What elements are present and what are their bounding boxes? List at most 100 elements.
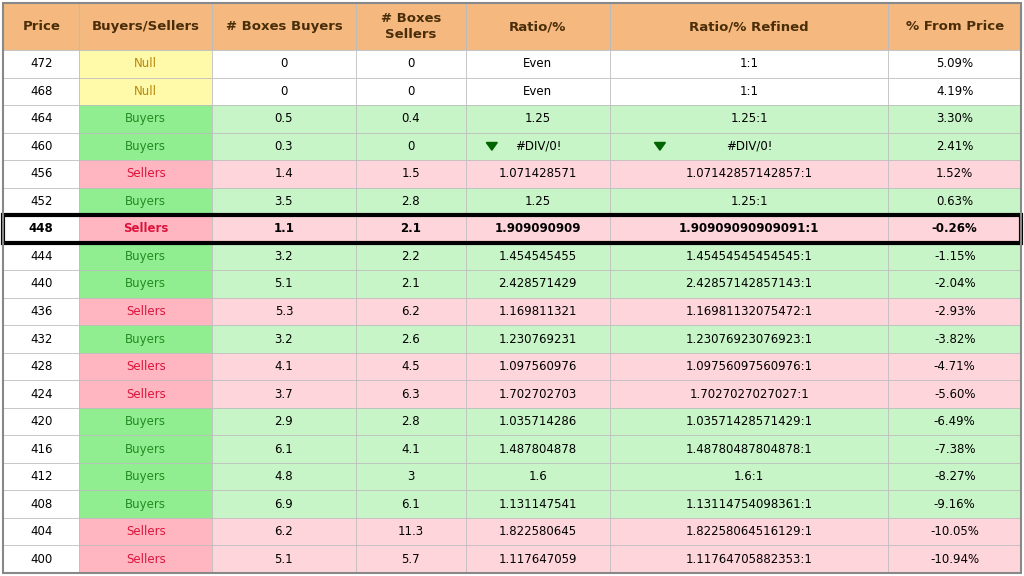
- Bar: [355, 160, 466, 188]
- Bar: [212, 215, 355, 242]
- Bar: [609, 270, 889, 298]
- Bar: [80, 298, 212, 325]
- Text: 1.702702703: 1.702702703: [499, 388, 577, 400]
- Bar: [609, 3, 889, 50]
- Text: 1.16981132075472:1: 1.16981132075472:1: [685, 305, 813, 318]
- Text: 6.3: 6.3: [401, 388, 420, 400]
- Bar: [3, 518, 80, 545]
- Bar: [3, 215, 80, 242]
- Bar: [355, 3, 466, 50]
- Bar: [355, 50, 466, 78]
- Bar: [466, 353, 609, 380]
- Bar: [3, 490, 80, 518]
- Text: 1.487804878: 1.487804878: [499, 442, 577, 456]
- Text: 1.13114754098361:1: 1.13114754098361:1: [685, 498, 813, 511]
- Text: #DIV/0!: #DIV/0!: [726, 140, 772, 153]
- Text: 1.131147541: 1.131147541: [499, 498, 578, 511]
- Bar: [3, 160, 80, 188]
- Text: 2.2: 2.2: [401, 250, 420, 263]
- Bar: [889, 545, 1021, 573]
- Bar: [889, 78, 1021, 105]
- Bar: [3, 380, 80, 408]
- Bar: [466, 380, 609, 408]
- Text: -9.16%: -9.16%: [934, 498, 976, 511]
- Bar: [889, 188, 1021, 215]
- Text: 1.03571428571429:1: 1.03571428571429:1: [685, 415, 813, 428]
- Text: % From Price: % From Price: [905, 20, 1004, 33]
- Text: 6.2: 6.2: [401, 305, 420, 318]
- Bar: [3, 78, 80, 105]
- Bar: [3, 325, 80, 353]
- Text: -1.15%: -1.15%: [934, 250, 976, 263]
- Bar: [80, 105, 212, 132]
- Bar: [609, 188, 889, 215]
- Polygon shape: [654, 142, 666, 150]
- Bar: [3, 105, 80, 132]
- Text: Buyers: Buyers: [125, 278, 166, 290]
- Bar: [3, 270, 80, 298]
- Text: -7.38%: -7.38%: [934, 442, 976, 456]
- Text: # Boxes Buyers: # Boxes Buyers: [225, 20, 342, 33]
- Bar: [466, 188, 609, 215]
- Text: 1.454545455: 1.454545455: [499, 250, 577, 263]
- Text: Sellers: Sellers: [126, 388, 166, 400]
- Bar: [466, 242, 609, 270]
- Bar: [609, 545, 889, 573]
- Bar: [212, 435, 355, 463]
- Text: 0: 0: [408, 140, 415, 153]
- Text: 3.30%: 3.30%: [936, 112, 973, 126]
- Text: 1:1: 1:1: [739, 57, 759, 70]
- Text: 1.11764705882353:1: 1.11764705882353:1: [686, 553, 812, 566]
- Bar: [355, 490, 466, 518]
- Text: 1.822580645: 1.822580645: [499, 525, 577, 538]
- Bar: [212, 132, 355, 160]
- Text: Sellers: Sellers: [123, 222, 168, 236]
- Bar: [466, 105, 609, 132]
- Bar: [212, 353, 355, 380]
- Bar: [212, 545, 355, 573]
- Text: Buyers: Buyers: [125, 442, 166, 456]
- Bar: [212, 242, 355, 270]
- Text: Null: Null: [134, 57, 158, 70]
- Bar: [889, 463, 1021, 490]
- Bar: [609, 215, 889, 242]
- Text: 5.3: 5.3: [274, 305, 293, 318]
- Text: 0.4: 0.4: [401, 112, 420, 126]
- Bar: [80, 78, 212, 105]
- Bar: [355, 215, 466, 242]
- Bar: [466, 3, 609, 50]
- Text: -2.93%: -2.93%: [934, 305, 976, 318]
- Bar: [355, 105, 466, 132]
- Text: 1.52%: 1.52%: [936, 168, 974, 180]
- Text: 2.42857142857143:1: 2.42857142857143:1: [685, 278, 813, 290]
- Bar: [212, 490, 355, 518]
- Text: -6.49%: -6.49%: [934, 415, 976, 428]
- Bar: [355, 518, 466, 545]
- Text: Buyers: Buyers: [125, 250, 166, 263]
- Text: -3.82%: -3.82%: [934, 332, 976, 346]
- Text: 452: 452: [30, 195, 52, 208]
- Text: 420: 420: [30, 415, 52, 428]
- Bar: [80, 408, 212, 435]
- Bar: [889, 408, 1021, 435]
- Text: 1.5: 1.5: [401, 168, 420, 180]
- Text: Ratio/% Refined: Ratio/% Refined: [689, 20, 809, 33]
- Bar: [3, 353, 80, 380]
- Text: # Boxes
Sellers: # Boxes Sellers: [381, 13, 441, 40]
- Text: 1.1: 1.1: [273, 222, 294, 236]
- Text: 444: 444: [30, 250, 52, 263]
- Bar: [609, 435, 889, 463]
- Text: 1.035714286: 1.035714286: [499, 415, 577, 428]
- Text: Sellers: Sellers: [126, 553, 166, 566]
- Text: 4.5: 4.5: [401, 360, 420, 373]
- Text: 1.82258064516129:1: 1.82258064516129:1: [685, 525, 813, 538]
- Bar: [609, 50, 889, 78]
- Bar: [609, 298, 889, 325]
- Bar: [212, 105, 355, 132]
- Bar: [3, 3, 80, 50]
- Text: -2.04%: -2.04%: [934, 278, 976, 290]
- Bar: [889, 380, 1021, 408]
- Bar: [212, 518, 355, 545]
- Bar: [3, 298, 80, 325]
- Text: 1.25: 1.25: [524, 195, 551, 208]
